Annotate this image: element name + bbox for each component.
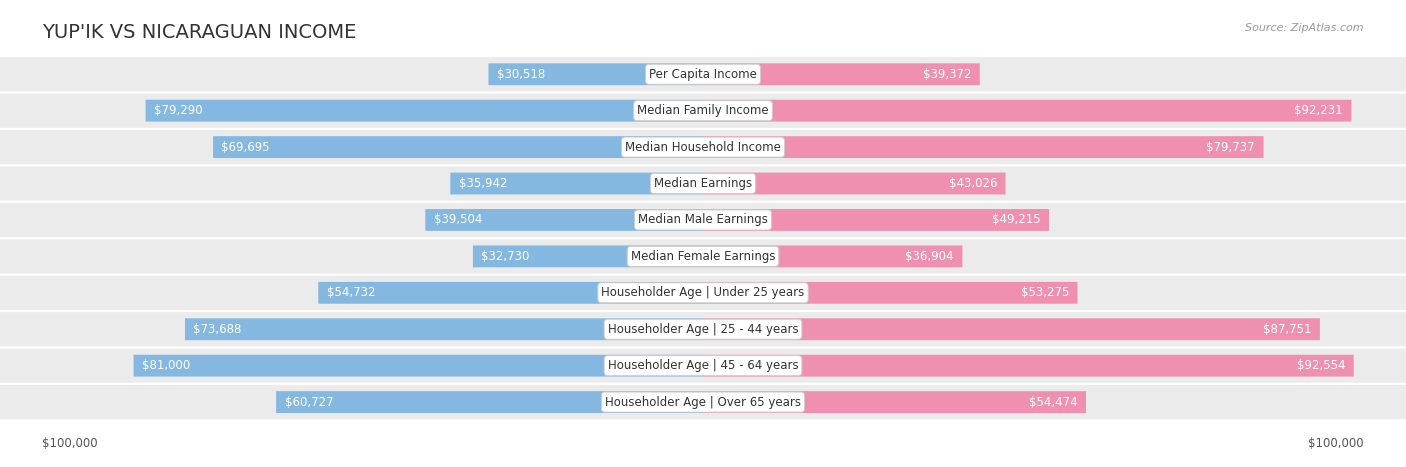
FancyBboxPatch shape (0, 130, 1406, 164)
FancyBboxPatch shape (0, 348, 1406, 383)
FancyBboxPatch shape (186, 318, 703, 340)
FancyBboxPatch shape (703, 136, 1264, 158)
FancyBboxPatch shape (0, 166, 1406, 201)
FancyBboxPatch shape (276, 391, 703, 413)
FancyBboxPatch shape (488, 64, 703, 85)
Text: $79,737: $79,737 (1206, 141, 1256, 154)
Text: $54,474: $54,474 (1029, 396, 1077, 409)
FancyBboxPatch shape (703, 100, 1351, 121)
FancyBboxPatch shape (703, 355, 1354, 376)
FancyBboxPatch shape (703, 173, 1005, 194)
Text: $100,000: $100,000 (42, 437, 98, 450)
Text: Median Family Income: Median Family Income (637, 104, 769, 117)
FancyBboxPatch shape (425, 209, 703, 231)
FancyBboxPatch shape (703, 64, 980, 85)
FancyBboxPatch shape (134, 355, 703, 376)
Text: Median Female Earnings: Median Female Earnings (631, 250, 775, 263)
FancyBboxPatch shape (0, 57, 1406, 92)
FancyBboxPatch shape (0, 93, 1406, 128)
Text: $87,751: $87,751 (1263, 323, 1312, 336)
FancyBboxPatch shape (472, 246, 703, 267)
Text: Householder Age | Under 25 years: Householder Age | Under 25 years (602, 286, 804, 299)
Text: $92,554: $92,554 (1296, 359, 1346, 372)
FancyBboxPatch shape (146, 100, 703, 121)
Text: $81,000: $81,000 (142, 359, 190, 372)
FancyBboxPatch shape (0, 276, 1406, 310)
Text: $54,732: $54,732 (326, 286, 375, 299)
Text: $100,000: $100,000 (1308, 437, 1364, 450)
FancyBboxPatch shape (0, 385, 1406, 419)
Text: $92,231: $92,231 (1295, 104, 1343, 117)
FancyBboxPatch shape (703, 318, 1320, 340)
FancyBboxPatch shape (703, 391, 1085, 413)
Text: $39,504: $39,504 (433, 213, 482, 226)
FancyBboxPatch shape (703, 246, 963, 267)
Text: $60,727: $60,727 (284, 396, 333, 409)
FancyBboxPatch shape (703, 209, 1049, 231)
Text: YUP'IK VS NICARAGUAN INCOME: YUP'IK VS NICARAGUAN INCOME (42, 23, 357, 42)
Text: Median Male Earnings: Median Male Earnings (638, 213, 768, 226)
Text: $69,695: $69,695 (222, 141, 270, 154)
FancyBboxPatch shape (0, 239, 1406, 274)
Text: Median Earnings: Median Earnings (654, 177, 752, 190)
Text: Median Household Income: Median Household Income (626, 141, 780, 154)
Text: Householder Age | 25 - 44 years: Householder Age | 25 - 44 years (607, 323, 799, 336)
Text: $32,730: $32,730 (481, 250, 530, 263)
Text: $53,275: $53,275 (1021, 286, 1069, 299)
FancyBboxPatch shape (318, 282, 703, 304)
Text: $35,942: $35,942 (458, 177, 508, 190)
Text: Householder Age | Over 65 years: Householder Age | Over 65 years (605, 396, 801, 409)
FancyBboxPatch shape (703, 282, 1077, 304)
Text: $39,372: $39,372 (922, 68, 972, 81)
Text: Source: ZipAtlas.com: Source: ZipAtlas.com (1246, 23, 1364, 33)
FancyBboxPatch shape (450, 173, 703, 194)
Text: $49,215: $49,215 (991, 213, 1040, 226)
Text: $43,026: $43,026 (949, 177, 997, 190)
Text: $79,290: $79,290 (155, 104, 202, 117)
Text: Householder Age | 45 - 64 years: Householder Age | 45 - 64 years (607, 359, 799, 372)
Text: $36,904: $36,904 (905, 250, 955, 263)
Text: $73,688: $73,688 (194, 323, 242, 336)
FancyBboxPatch shape (0, 203, 1406, 237)
Text: Per Capita Income: Per Capita Income (650, 68, 756, 81)
FancyBboxPatch shape (214, 136, 703, 158)
Text: $30,518: $30,518 (496, 68, 546, 81)
FancyBboxPatch shape (0, 312, 1406, 347)
